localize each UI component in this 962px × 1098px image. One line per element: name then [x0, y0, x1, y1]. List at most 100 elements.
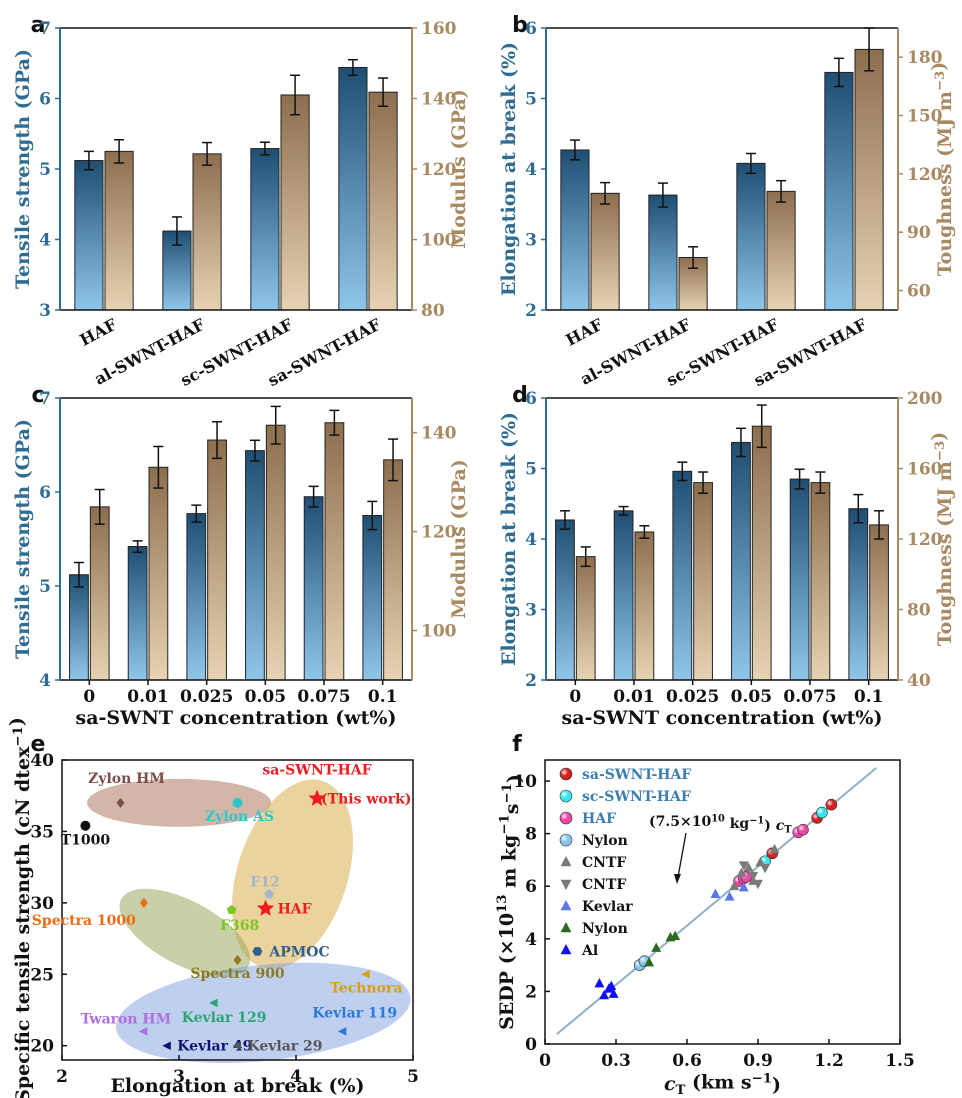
point-f-0-2-shine — [825, 799, 837, 811]
xtick-label-e-1: 3 — [173, 1067, 185, 1087]
ytick-label-f-3: 6 — [525, 877, 537, 897]
point-f-7-1 — [651, 942, 662, 952]
region-zylon — [87, 778, 271, 827]
point-f-8-1 — [599, 989, 610, 1000]
legend-label-f-0: sa-SWNT-HAF — [582, 767, 691, 783]
point-f-8-3 — [608, 988, 619, 998]
legend-label-f-6: Kevlar — [582, 899, 633, 915]
bar-d-left-5 — [848, 508, 869, 681]
bar-b-right-2 — [766, 190, 796, 311]
ylabel-f: SEDP (×1013 m kg−1s−1) — [495, 774, 526, 1030]
xtick-label-c-1: 0.01 — [127, 687, 168, 707]
legend-marker-f-5 — [560, 879, 572, 890]
bar-d-right-5 — [869, 524, 889, 681]
point-e-15 — [232, 1041, 241, 1050]
fit-arrowhead-f — [674, 874, 681, 884]
ytick-left-label-b-3: 5 — [525, 90, 537, 110]
legend-label-f-8: Al — [581, 943, 598, 959]
ytick-left-label-a-2: 5 — [39, 160, 51, 180]
ytick-right-label-b-3: 150 — [907, 107, 943, 127]
ytick-left-label-a-4: 7 — [39, 19, 51, 39]
point-f-8-0 — [594, 978, 605, 988]
label-e-10: Technora — [330, 980, 402, 996]
label-e-0: T1000 — [61, 833, 111, 849]
bar-a-right-2 — [280, 94, 310, 311]
point-f-2-4-shine — [797, 824, 809, 836]
ytick-right-label-a-4: 160 — [421, 19, 457, 39]
label-e-8: APMOC — [268, 944, 329, 960]
bar-c-right-5 — [383, 459, 403, 681]
ytick-label-f-0: 0 — [525, 1035, 537, 1055]
point-f-6-1 — [724, 891, 735, 901]
bar-c-left-3 — [245, 450, 265, 681]
panel-e-letter: e — [31, 732, 46, 757]
frame-f — [544, 759, 901, 1045]
label-e-9: Spectra 900 — [190, 966, 285, 982]
ylabel-right-d: Toughness (MJ m−3) — [928, 432, 956, 647]
ytick-left-label-d-2: 4 — [525, 530, 537, 550]
bar-b-right-0 — [590, 192, 620, 311]
ytick-left-label-b-1: 3 — [525, 231, 537, 251]
label-e-2: Zylon AS — [205, 809, 274, 825]
ytick-right-label-b-1: 90 — [907, 223, 931, 243]
point-e-8 — [252, 947, 263, 956]
ytick-left-label-c-2: 6 — [39, 483, 51, 503]
ytick-left-label-a-0: 3 — [39, 301, 51, 321]
point-f-4-1 — [743, 862, 754, 872]
ytick-left-label-a-3: 6 — [39, 90, 51, 110]
bar-c-left-2 — [186, 513, 207, 681]
legend-marker-f-1-shine — [560, 790, 572, 802]
ytick-right-label-b-2: 120 — [907, 165, 943, 185]
point-f-4-0 — [729, 880, 740, 891]
label-e-4: F12 — [250, 874, 279, 890]
legend-marker-f-0-shine — [560, 768, 572, 780]
bar-d-left-2 — [672, 470, 693, 681]
legend-marker-f-3-shine — [560, 834, 572, 846]
ytick-right-label-a-0: 80 — [421, 301, 445, 321]
point-f-6-2 — [738, 882, 749, 892]
point-e-13 — [138, 1027, 148, 1036]
point-f-4-5 — [736, 867, 747, 877]
ytick-label-e-0: 20 — [30, 1037, 54, 1057]
point-e-7 — [226, 905, 237, 915]
point-f-1-1-shine — [816, 807, 828, 819]
bar-d-right-1 — [634, 531, 655, 681]
ylabel-left-d: Elongation at break (%) — [498, 412, 520, 666]
xtick-label-d-4: 0.075 — [783, 687, 836, 707]
bar-c-right-4 — [324, 422, 345, 681]
xtick-label-f-4: 1.2 — [814, 1051, 844, 1071]
label-e-13: Twaron HM — [81, 1011, 172, 1027]
ylabel-right-a: Modulus (GPa) — [448, 89, 470, 248]
ytick-right-label-d-4: 200 — [907, 389, 943, 409]
ytick-left-label-b-4: 6 — [525, 19, 537, 39]
xtick-label-f-0: 0 — [539, 1051, 551, 1071]
bar-d-left-0 — [555, 519, 575, 681]
bar-d-left-1 — [613, 510, 634, 681]
panel-a-letter: a — [31, 13, 46, 38]
xtick-label-c-2: 0.025 — [180, 687, 233, 707]
bar-c-right-0 — [89, 506, 110, 681]
label-e-15: Kevlar 29 — [248, 1039, 323, 1055]
legend-marker-f-6 — [560, 900, 572, 911]
ytick-right-label-c-2: 140 — [421, 424, 457, 444]
ytick-right-label-d-3: 160 — [907, 460, 943, 480]
legend-label-f-2: HAF — [582, 811, 616, 827]
xtick-label-e-3: 5 — [407, 1067, 419, 1087]
point-f-7-0 — [644, 956, 655, 967]
xlabel-f: cT (km s−1) — [664, 1071, 781, 1098]
ylabel-left-b: Elongation at break (%) — [498, 42, 520, 296]
panel-d-letter: d — [512, 383, 528, 408]
point-e-5 — [257, 899, 275, 916]
ytick-left-label-c-3: 7 — [39, 389, 51, 409]
point-e-10 — [361, 970, 370, 979]
legend-marker-f-7 — [560, 922, 572, 933]
panel-b-letter: b — [512, 13, 528, 38]
xtick-label-d-0: 0 — [569, 687, 581, 707]
bar-a-left-0 — [74, 160, 104, 311]
ytick-label-f-5: 10 — [513, 772, 537, 792]
bar-c-left-4 — [303, 496, 324, 681]
point-e-0 — [80, 820, 91, 831]
point-e-1 — [116, 797, 125, 808]
ytick-right-label-a-2: 120 — [421, 160, 457, 180]
